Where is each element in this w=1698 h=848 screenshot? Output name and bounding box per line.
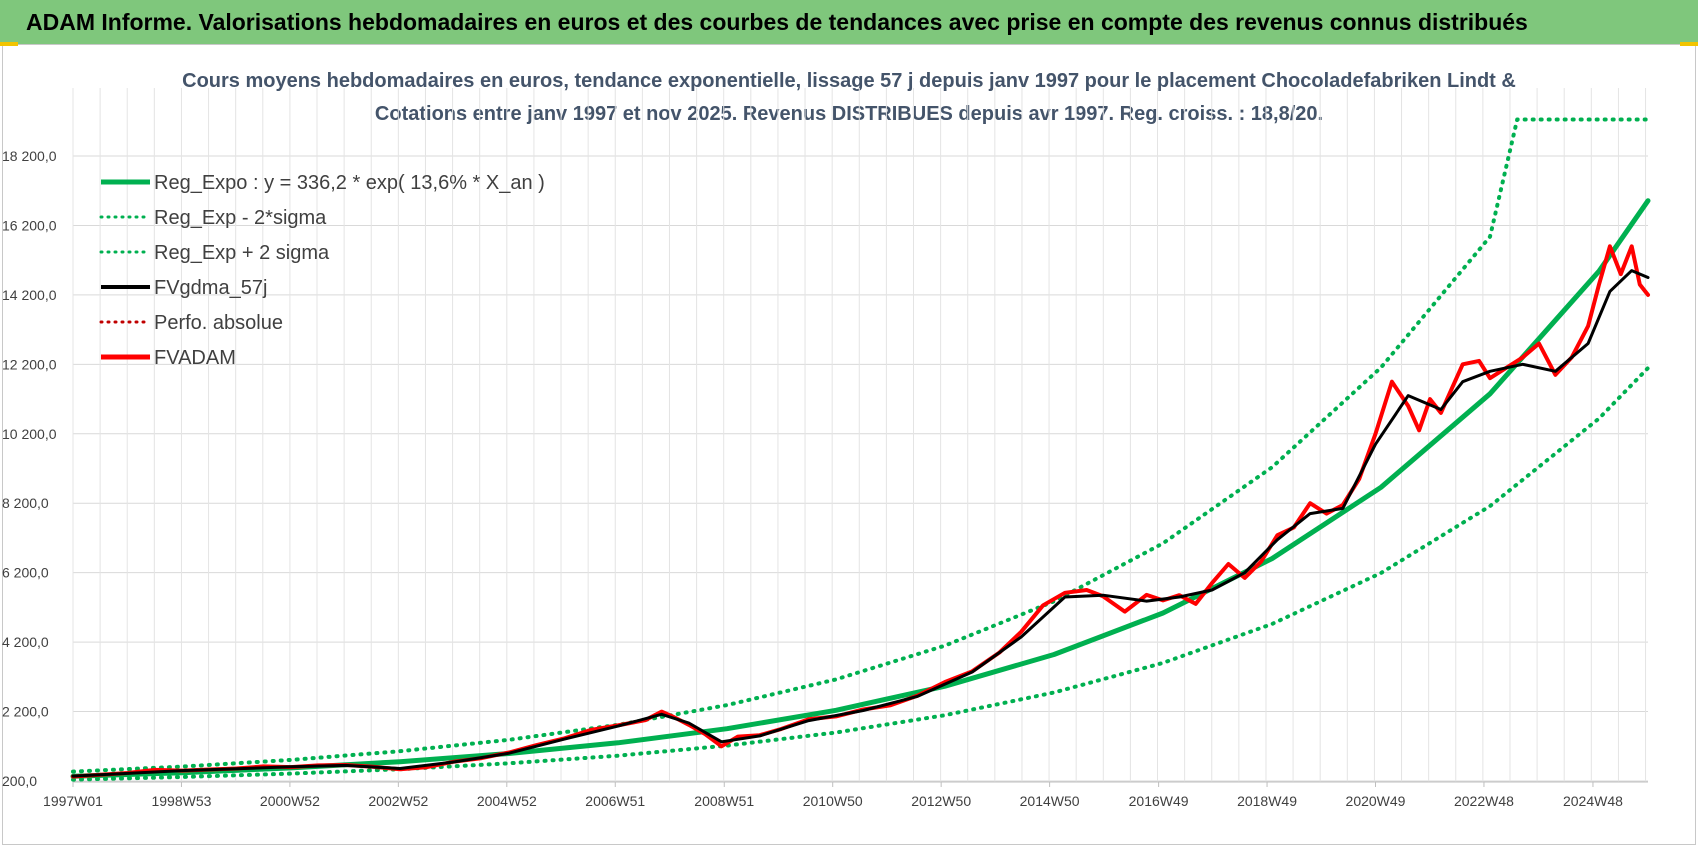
y-tick-label: 2 200,0 — [2, 704, 49, 720]
x-tick-label: 2016W49 — [1129, 793, 1189, 809]
x-tick-label: 2008W51 — [694, 793, 754, 809]
x-tick-label: 2012W50 — [911, 793, 971, 809]
legend-label: Reg_Exp + 2 sigma — [154, 242, 330, 264]
y-tick-label: 12 200,0 — [2, 356, 57, 372]
x-tick-label: 2010W50 — [803, 793, 863, 809]
x-tick-label: 2018W49 — [1237, 793, 1297, 809]
legend-item: FVgdma_57j — [101, 277, 267, 299]
y-tick-label: 6 200,0 — [2, 565, 49, 581]
report-banner: ADAM Informe. Valorisations hebdomadaire… — [0, 0, 1698, 44]
axis-layer: 200,0 2 200,0 4 200,0 6 200,0 8 200,0 10 200,… — [2, 148, 1648, 809]
x-tick-label: 2014W50 — [1020, 793, 1080, 809]
y-tick-label: 10 200,0 — [2, 426, 57, 442]
x-tick-label: 2020W49 — [1346, 793, 1406, 809]
chart-title-line1: Cours moyens hebdomadaires en euros, ten… — [182, 70, 1516, 92]
y-tick-label: 16 200,0 — [2, 217, 57, 233]
corner-marker-left — [0, 42, 18, 46]
x-tick-label: 2024W48 — [1563, 793, 1623, 809]
series-reg-expo — [70, 198, 1651, 779]
x-tick-label: 1998W53 — [151, 793, 211, 809]
series-fvgdma-57j — [71, 269, 1650, 778]
x-tick-label: 2002W52 — [368, 793, 428, 809]
series-layer — [70, 117, 1651, 782]
x-tick-label: 1997W01 — [43, 793, 103, 809]
legend-label: Reg_Exp - 2*sigma — [154, 207, 327, 229]
y-tick-label: 8 200,0 — [2, 495, 49, 511]
y-tick-label: 14 200,0 — [2, 287, 57, 303]
legend-label: Perfo. absolue — [154, 312, 283, 334]
y-tick-label: 4 200,0 — [2, 634, 49, 650]
legend: Reg_Expo : y = 336,2 * exp( 13,6% * X_an… — [99, 172, 545, 369]
corner-marker-right — [1680, 42, 1698, 46]
chart-title-line2: Cotations entre janv 1997 et nov 2025. R… — [374, 103, 1324, 125]
legend-label: FVADAM — [154, 347, 236, 369]
legend-item: Perfo. absolue — [99, 312, 283, 334]
y-tick-label: 200,0 — [2, 773, 37, 789]
x-tick-label: 2004W52 — [477, 793, 537, 809]
x-tick-label: 2000W52 — [260, 793, 320, 809]
legend-label: FVgdma_57j — [154, 277, 267, 299]
legend-item: FVADAM — [101, 347, 236, 369]
y-tick-label: 18 200,0 — [2, 148, 57, 164]
legend-label: Reg_Expo : y = 336,2 * exp( 13,6% * X_an… — [154, 172, 545, 194]
series-fvadam — [71, 244, 1650, 779]
legend-item: Reg_Expo : y = 336,2 * exp( 13,6% * X_an… — [101, 172, 545, 194]
series-reg-exp-2-sigma — [71, 366, 1650, 782]
legend-item: Reg_Exp + 2 sigma — [99, 242, 330, 264]
x-tick-label: 2006W51 — [585, 793, 645, 809]
x-tick-label: 2022W48 — [1454, 793, 1514, 809]
series-reg-exp-2-sigma — [71, 117, 1650, 774]
legend-item: Reg_Exp - 2*sigma — [99, 207, 327, 229]
